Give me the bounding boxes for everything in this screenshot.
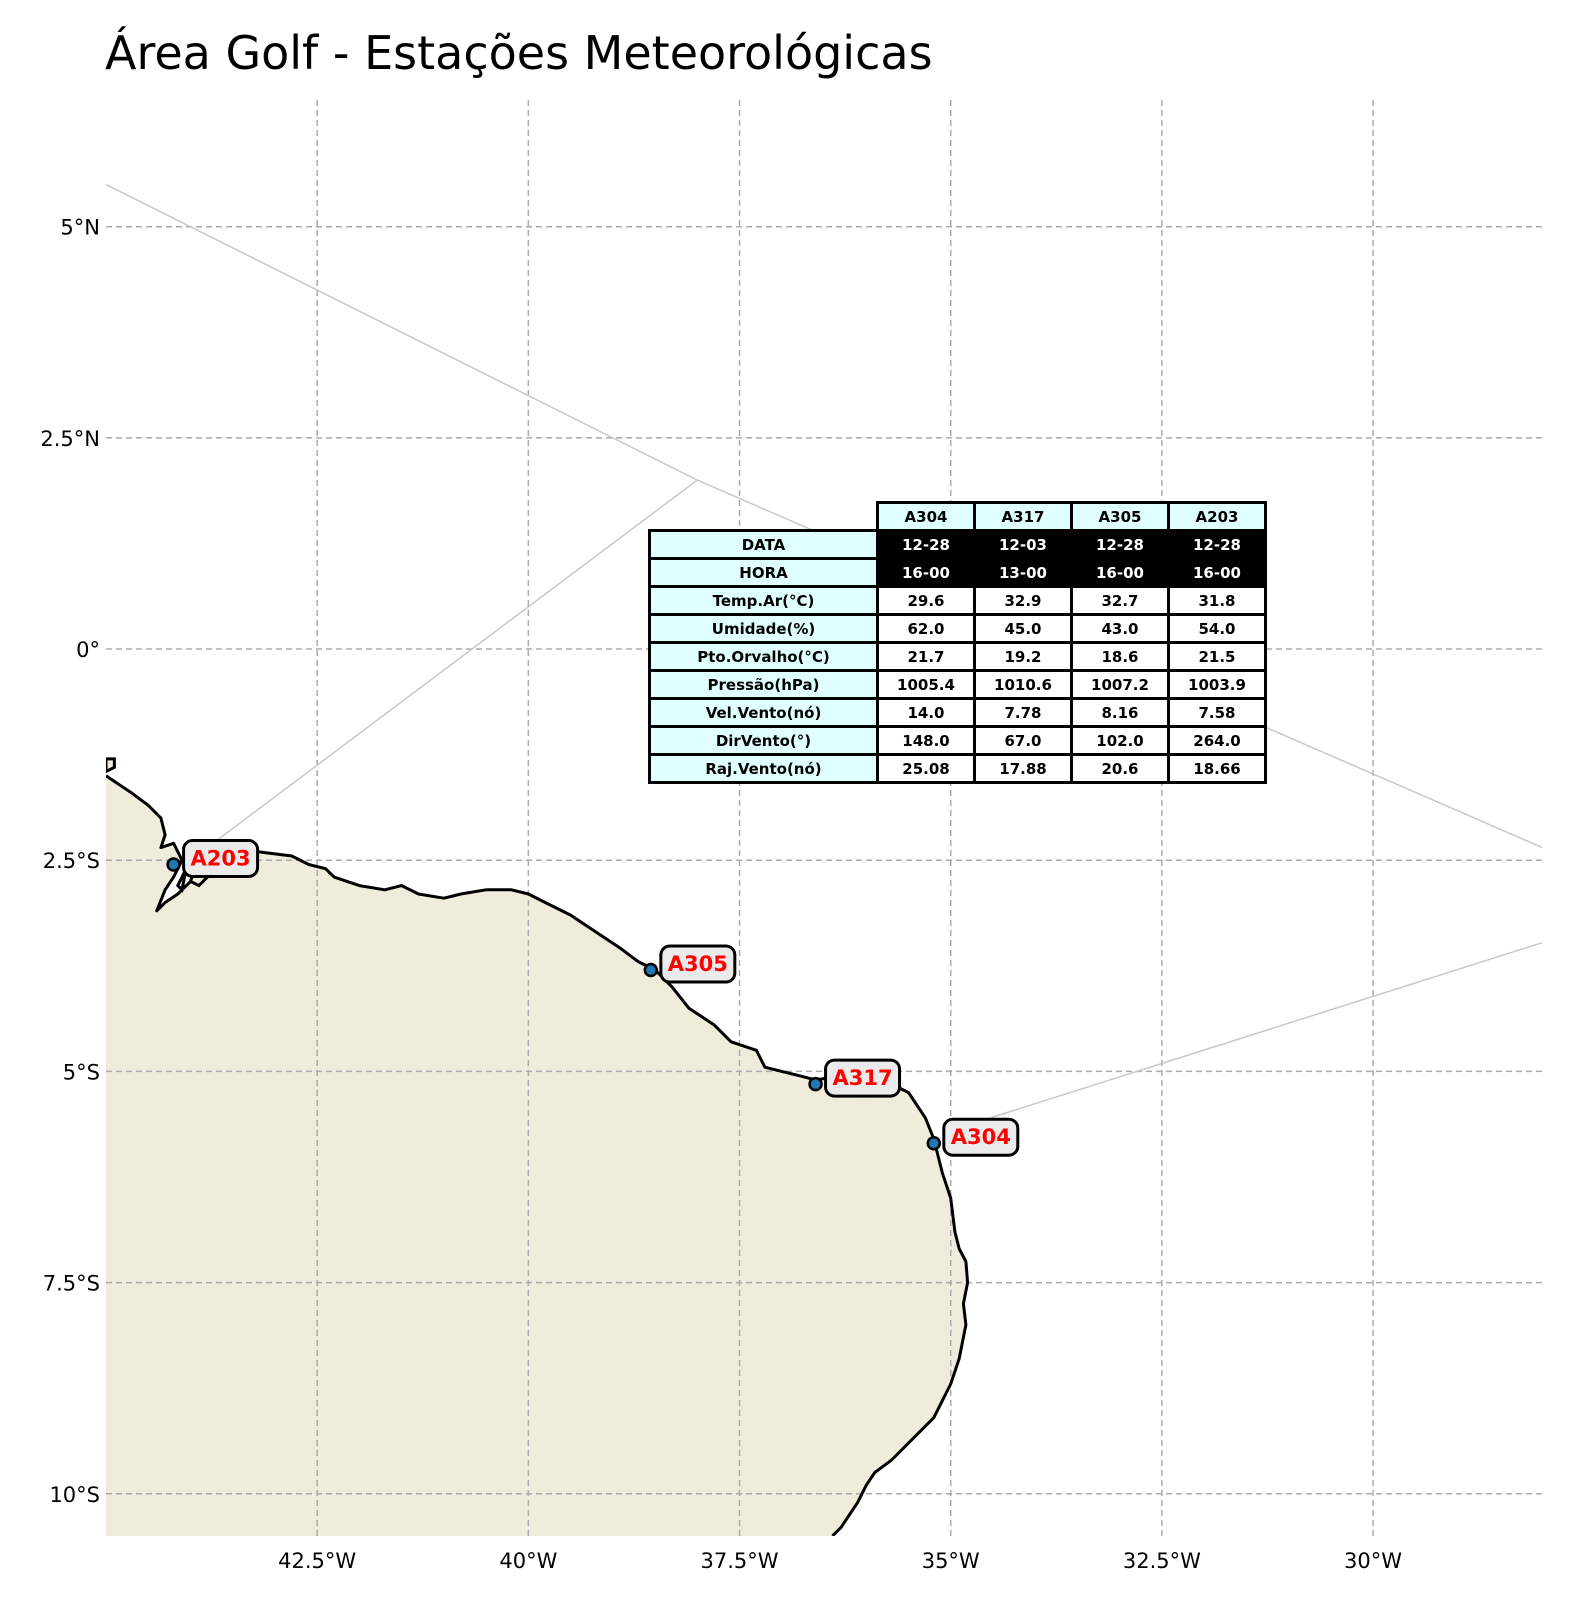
latitude-label: 2.5°S (43, 849, 100, 873)
land-layer (106, 775, 968, 1536)
column-header: A317 (973, 501, 1073, 532)
latitude-label: 5°S (63, 1060, 100, 1084)
table-corner (650, 503, 878, 531)
table-cell: 45.0 (973, 613, 1073, 644)
table-cell: 1007.2 (1070, 669, 1170, 700)
station-label: A305 (668, 952, 728, 976)
latitude-label: 2.5°N (40, 427, 100, 451)
longitude-label: 37.5°W (701, 1549, 779, 1573)
table-cell: 18.6 (1070, 641, 1170, 672)
table-cell: 18.66 (1167, 753, 1267, 784)
longitude-label: 35°W (922, 1549, 980, 1573)
coastline-path (106, 774, 970, 1536)
table-cell: 19.2 (973, 641, 1073, 672)
table-row: Temp.Ar(°C) 29.6 32.9 32.7 31.8 (648, 585, 1267, 616)
weather-data-table: A304 A317 A305 A203 DATA 12-28 12-03 12-28 1… (648, 501, 1267, 784)
table-cell: 32.7 (1070, 585, 1170, 616)
table-cell: 1010.6 (973, 669, 1073, 700)
table-cell: 62.0 (876, 613, 976, 644)
table-row: Umidade(%) 62.0 45.0 43.0 54.0 (648, 613, 1267, 644)
latitude-label: 0° (76, 638, 100, 662)
table-row: Vel.Vento(nó) 14.0 7.78 8.16 7.58 (648, 697, 1267, 728)
table-cell: 13-00 (973, 557, 1073, 588)
table-cell: 102.0 (1070, 725, 1170, 756)
station-markers: A203 A305 A317 A304 (166, 838, 1020, 1157)
table-cell: 31.8 (1167, 585, 1267, 616)
latitude-labels: 5°N 2.5°N 0° 2.5°S 5°S 7.5°S 10°S (40, 216, 100, 1507)
station-marker (808, 1076, 823, 1092)
table-cell: 54.0 (1167, 613, 1267, 644)
area-outline-line (106, 183, 699, 861)
station-label-box (824, 1058, 902, 1098)
row-label: Temp.Ar(°C) (648, 585, 879, 616)
station-marker (643, 962, 659, 978)
table-row: DirVento(°) 148.0 67.0 102.0 264.0 (648, 725, 1267, 756)
table-cell: 25.08 (876, 753, 976, 784)
row-label: Pto.Orvalho(°C) (648, 641, 879, 672)
station-label-box (182, 838, 260, 878)
longitude-label: 42.5°W (278, 1549, 356, 1573)
table-cell: 67.0 (973, 725, 1073, 756)
table-cell: 12-28 (876, 529, 976, 560)
table-row: Raj.Vento(nó) 25.08 17.88 20.6 18.66 (648, 753, 1267, 784)
station-label: A317 (833, 1066, 893, 1090)
longitude-label: 30°W (1344, 1549, 1402, 1573)
row-label: HORA (648, 557, 879, 588)
row-label: Vel.Vento(nó) (648, 697, 879, 728)
latitude-label: 7.5°S (43, 1272, 100, 1296)
row-label: Umidade(%) (648, 613, 879, 644)
station-label-box (942, 1117, 1020, 1157)
table-header-row: A304 A317 A305 A203 (650, 501, 1267, 532)
table-cell: 43.0 (1070, 613, 1170, 644)
table-cell: 148.0 (876, 725, 976, 756)
table-cell: 16-00 (876, 557, 976, 588)
column-header: A305 (1070, 501, 1170, 532)
table-cell: 1003.9 (1167, 669, 1267, 700)
table-cell: 12-28 (1167, 529, 1267, 560)
station-label-box (659, 944, 737, 984)
table-cell: 14.0 (876, 697, 976, 728)
row-label: DATA (648, 529, 879, 560)
longitude-labels: 42.5°W 40°W 37.5°W 35°W 32.5°W 30°W (278, 1549, 1402, 1573)
table-cell: 8.16 (1070, 697, 1170, 728)
island (175, 868, 188, 893)
table-row: Pto.Orvalho(°C) 21.7 19.2 18.6 21.5 (648, 641, 1267, 672)
table-cell: 29.6 (876, 585, 976, 616)
latitude-label: 10°S (49, 1483, 100, 1507)
table-cell: 264.0 (1167, 725, 1267, 756)
row-label: Pressão(hPa) (648, 669, 879, 700)
station-label: A304 (951, 1125, 1011, 1149)
table-cell: 21.7 (876, 641, 976, 672)
station-marker (166, 857, 181, 872)
table-cell: 12-03 (973, 529, 1073, 560)
table-body: DATA 12-28 12-03 12-28 12-28 HORA 16-00 13-00 16… (648, 529, 1267, 784)
column-header: A203 (1167, 501, 1267, 532)
table-cell: 7.78 (973, 697, 1073, 728)
row-label: DirVento(°) (648, 725, 879, 756)
latitude-label: 5°N (60, 216, 100, 240)
table-row: DATA 12-28 12-03 12-28 12-28 (648, 529, 1267, 560)
longitude-label: 40°W (499, 1549, 557, 1573)
table-cell: 16-00 (1070, 557, 1170, 588)
row-label: Raj.Vento(nó) (648, 753, 879, 784)
table-row: Pressão(hPa) 1005.4 1010.6 1007.2 1003.9 (648, 669, 1267, 700)
table-cell: 32.9 (973, 585, 1073, 616)
table-cell: 17.88 (973, 753, 1073, 784)
column-header: A304 (876, 501, 976, 532)
table-cell: 16-00 (1167, 557, 1267, 588)
table-cell: 1005.4 (876, 669, 976, 700)
table-cell: 20.6 (1070, 753, 1170, 784)
station-marker (926, 1135, 942, 1151)
island (106, 757, 116, 774)
longitude-label: 32.5°W (1123, 1549, 1201, 1573)
table-cell: 21.5 (1167, 641, 1267, 672)
table-row: HORA 16-00 13-00 16-00 16-00 (648, 557, 1267, 588)
table-cell: 7.58 (1167, 697, 1267, 728)
map-title: Área Golf - Estações Meteorológicas (105, 26, 933, 80)
land-area (106, 775, 968, 1536)
station-label: A203 (191, 846, 251, 870)
table-cell: 12-28 (1070, 529, 1170, 560)
